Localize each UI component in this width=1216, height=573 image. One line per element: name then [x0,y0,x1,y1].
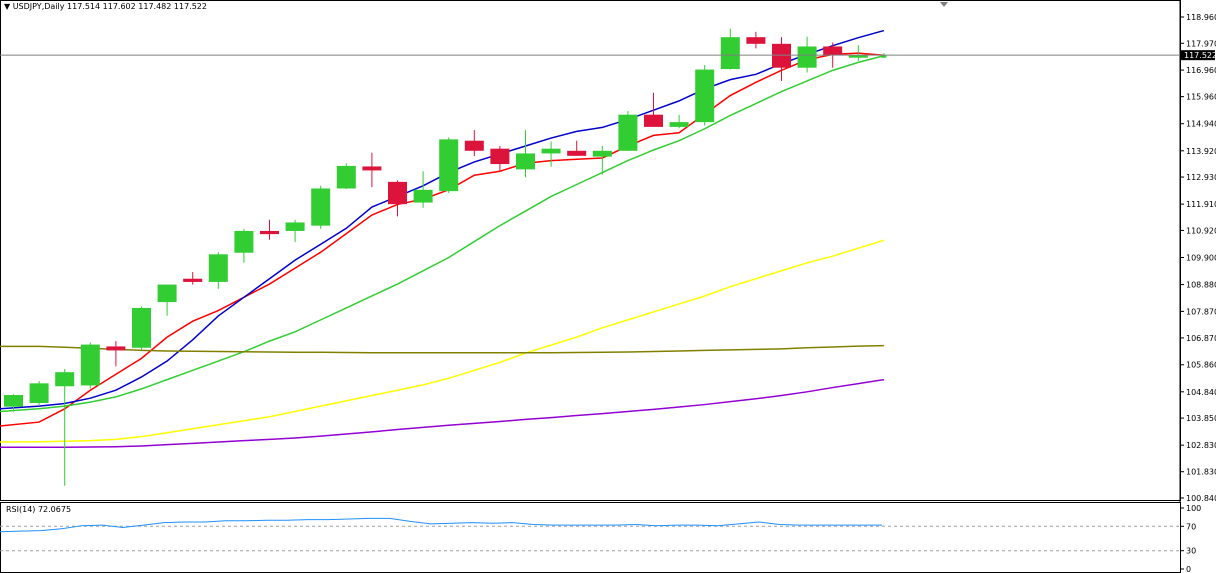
candle-body [234,230,254,253]
rsi-tick-label: 100 [1186,504,1201,513]
candle-body [208,254,228,282]
candle-body [669,122,689,127]
candle-body [644,114,663,127]
price-tick-label: 101.830 [1186,468,1216,477]
symbol-label: USDJPY,Daily [12,2,65,11]
price-tick-label: 111.910 [1186,200,1216,209]
price-tick-label: 110.920 [1186,226,1216,235]
candle-body [260,230,279,235]
candle-body [695,69,715,123]
price-tick-label: 115.960 [1186,93,1216,102]
candle-body [311,188,331,226]
candle-body [464,140,484,151]
candle-body [516,153,535,170]
candle-body [541,148,561,154]
candle-body [848,55,868,58]
candle-body [55,372,75,387]
moving-average-line [0,239,885,443]
candle-body [772,43,791,68]
candle-body [413,189,433,203]
rsi-panel-frame [0,502,1181,573]
rsi-tick-label: 70 [1186,522,1196,531]
candles [4,28,887,486]
rsi-tick-label: 30 [1186,547,1196,556]
chart-menu-icon[interactable]: ▼ [4,2,11,11]
price-tick-label: 108.880 [1186,281,1216,290]
candle-body [157,284,177,303]
price-tick-label: 118.960 [1186,13,1216,22]
candle-body [132,307,151,348]
candle-body [285,222,305,231]
moving-average-line [0,344,884,354]
candle-body [797,46,817,68]
candle-body [29,383,49,403]
candle-body [388,181,407,205]
price-tick-label: 100.840 [1186,494,1216,502]
price-tick-label: 112.930 [1186,173,1216,182]
price-tick-label: 114.940 [1186,120,1216,129]
price-tick-label: 106.870 [1186,334,1216,343]
candle-body [439,139,459,192]
price-tick-label: 103.850 [1186,414,1216,423]
candle-body [618,114,638,151]
rsi-label: RSI(14) 72.0675 [6,505,72,514]
price-chart-frame [0,0,1181,501]
current-price-label: 117.522 [1184,51,1216,60]
candle-body [80,344,100,386]
candle-body [362,166,382,171]
candle-body [336,165,356,189]
candle-body [106,346,126,351]
current-price-line: 117.522 [0,50,1216,61]
candle-body [746,37,766,44]
moving-average-line [0,55,885,413]
candle-body [720,37,740,70]
price-tick-label: 102.830 [1186,441,1216,450]
price-tick-label: 116.960 [1186,66,1216,75]
price-axis: 118.960 117.970 116.960 115.960 114.940 113.9… [1180,13,1216,502]
current-price-badge [1181,50,1215,61]
price-chart[interactable]: 117.522 118.960 117.970 116.960 115.960 114.… [0,0,1216,502]
rsi-axis: 100 70 30 0 [1180,504,1201,573]
ohlc-values: 117.514 117.602 117.482 117.522 [67,2,207,11]
candle-body [881,55,887,58]
candle-body [567,150,587,156]
rsi-tick-label: 0 [1186,565,1191,573]
candle-body [183,278,203,282]
chart-header: ▼ USDJPY,Daily 117.514 117.602 117.482 1… [4,2,207,11]
candle-body [592,150,612,157]
candle-body [490,148,510,165]
candle-body [4,395,23,407]
price-tick-label: 104.840 [1186,388,1216,397]
rsi-line [0,517,882,533]
shift-marker-icon[interactable] [940,2,948,7]
moving-average-line [0,378,885,449]
price-tick-label: 117.970 [1186,39,1216,48]
rsi-series [0,517,1180,552]
candle-body [823,46,843,56]
rsi-panel[interactable]: 100 70 30 0 [0,502,1216,573]
price-tick-label: 113.920 [1186,147,1216,156]
price-tick-label: 107.870 [1186,307,1216,316]
price-tick-label: 109.900 [1186,254,1216,263]
price-tick-label: 105.860 [1186,361,1216,370]
